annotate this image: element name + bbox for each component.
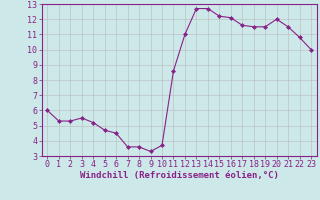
X-axis label: Windchill (Refroidissement éolien,°C): Windchill (Refroidissement éolien,°C) [80, 171, 279, 180]
